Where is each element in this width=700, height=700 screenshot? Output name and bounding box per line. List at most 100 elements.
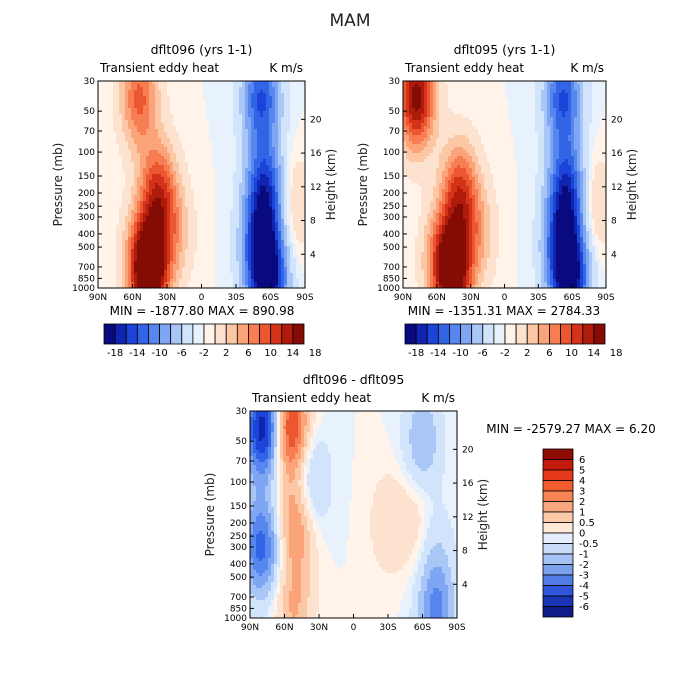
colorbar-tick-label: 10	[264, 348, 277, 359]
heatmap-cell	[227, 240, 231, 244]
heatmap-cell	[206, 135, 210, 139]
heatmap-cell	[209, 192, 213, 196]
heatmap-cell	[230, 264, 234, 268]
heatmap-cell	[119, 255, 123, 259]
heatmap-cell	[245, 201, 249, 205]
heatmap-cell	[200, 219, 204, 223]
heatmap-cell	[179, 84, 183, 88]
heatmap-cell	[125, 243, 129, 247]
heatmap-cell	[215, 282, 219, 286]
heatmap-cell	[266, 93, 270, 97]
heatmap-cell	[137, 267, 141, 271]
heatmap-cell	[131, 81, 135, 85]
heatmap-cell	[128, 93, 132, 97]
heatmap-cell	[161, 174, 165, 178]
heatmap-cell	[275, 150, 279, 154]
heatmap-cell	[101, 225, 105, 229]
heatmap-cell	[128, 129, 132, 133]
heatmap-cell	[134, 279, 138, 283]
heatmap-cell	[538, 84, 542, 88]
heatmap-cell	[131, 207, 135, 211]
heatmap-cell	[299, 270, 303, 274]
heatmap-cell	[257, 270, 261, 274]
heatmap-cell	[227, 264, 231, 268]
heatmap-cell	[236, 132, 240, 136]
heatmap-cell	[251, 114, 255, 118]
heatmap-cell	[227, 252, 231, 256]
heatmap-cell	[119, 237, 123, 241]
heatmap-cell	[200, 162, 204, 166]
heatmap-cell	[128, 123, 132, 127]
heatmap-cell	[101, 207, 105, 211]
heatmap-cell	[257, 183, 261, 187]
heatmap-cell	[113, 249, 117, 253]
heatmap-cell	[158, 201, 162, 205]
heatmap-cell	[152, 201, 156, 205]
heatmap-cell	[179, 243, 183, 247]
heatmap-cell	[218, 144, 222, 148]
heatmap-cell	[149, 156, 153, 160]
heatmap-cell	[146, 99, 150, 103]
heatmap-cell	[260, 231, 264, 235]
heatmap-cell	[242, 279, 246, 283]
heatmap-cell	[299, 228, 303, 232]
heatmap-cell	[116, 237, 120, 241]
heatmap-cell	[439, 81, 443, 85]
heatmap-cell	[98, 282, 102, 286]
heatmap-cell	[269, 249, 273, 253]
heatmap-cell	[188, 237, 192, 241]
heatmap-cell	[209, 279, 213, 283]
heatmap-cell	[155, 189, 159, 193]
heatmap-cell	[559, 81, 563, 85]
heatmap-cell	[290, 198, 294, 202]
heatmap-cell	[221, 90, 225, 94]
heatmap-cell	[146, 213, 150, 217]
heatmap-cell	[254, 81, 258, 85]
heatmap-cell	[254, 186, 258, 190]
heatmap-cell	[176, 216, 180, 220]
heatmap-cell	[110, 267, 114, 271]
heatmap-cell	[272, 138, 276, 142]
heatmap-cell	[146, 153, 150, 157]
heatmap-cell	[239, 141, 243, 145]
heatmap-cell	[203, 165, 207, 169]
heatmap-cell	[287, 96, 291, 100]
heatmap-cell	[257, 96, 261, 100]
heatmap-cell	[128, 87, 132, 91]
heatmap-cell	[170, 150, 174, 154]
heatmap-cell	[230, 228, 234, 232]
heatmap-cell	[233, 168, 237, 172]
heatmap-cell	[164, 231, 168, 235]
y-tick-label: 50	[84, 107, 96, 117]
heatmap-cell	[248, 81, 252, 85]
heatmap-cell	[248, 156, 252, 160]
heatmap-cell	[101, 189, 105, 193]
heatmap-cell	[299, 153, 303, 157]
heatmap-cell	[167, 213, 171, 217]
heatmap-cell	[170, 225, 174, 229]
heatmap-cell	[553, 84, 557, 88]
heatmap-cell	[209, 255, 213, 259]
heatmap-cell	[203, 81, 207, 85]
heatmap-cell	[227, 216, 231, 220]
heatmap-cell	[218, 177, 222, 181]
heatmap-cell	[242, 225, 246, 229]
heatmap-cell	[197, 219, 201, 223]
heatmap-cell	[182, 240, 186, 244]
heatmap-cell	[493, 81, 497, 85]
heatmap-cell	[284, 228, 288, 232]
heatmap-cell	[245, 135, 249, 139]
colorbar-box	[270, 323, 283, 345]
heatmap-cell	[206, 207, 210, 211]
heatmap-cell	[125, 102, 129, 106]
heatmap-cell	[176, 225, 180, 229]
heatmap-cell	[272, 135, 276, 139]
heatmap-cell	[272, 108, 276, 112]
heatmap-cell	[278, 132, 282, 136]
heatmap-cell	[263, 129, 267, 133]
heatmap-cell	[236, 201, 240, 205]
heatmap-cell	[251, 198, 255, 202]
heatmap-cell	[242, 171, 246, 175]
heatmap-cell	[125, 282, 129, 286]
x-tick-label: 90S	[296, 293, 313, 303]
